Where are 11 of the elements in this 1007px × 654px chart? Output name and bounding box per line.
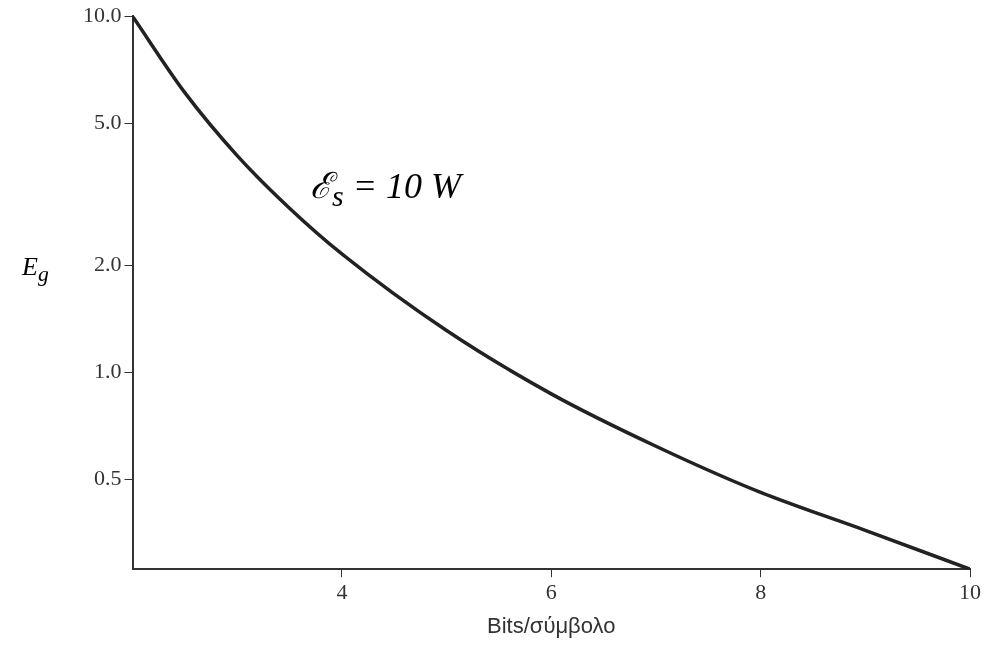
y-tick-label: 10.0 [83, 1, 122, 27]
x-tick-label: 4 [336, 579, 348, 605]
y-tick-label: 2.0 [94, 250, 122, 276]
x-tick-label: 10 [959, 579, 981, 605]
y-axis-title: E$_{g}$ [22, 252, 49, 288]
y-tick-label: 1.0 [94, 358, 122, 384]
x-tick-label: 6 [545, 579, 557, 605]
y-tick-label: 0.5 [94, 465, 122, 491]
x-axis-title: Bits/σύμβολο [487, 612, 616, 638]
x-tick-label: 8 [755, 579, 767, 605]
y-tick-label: 5.0 [94, 109, 122, 135]
